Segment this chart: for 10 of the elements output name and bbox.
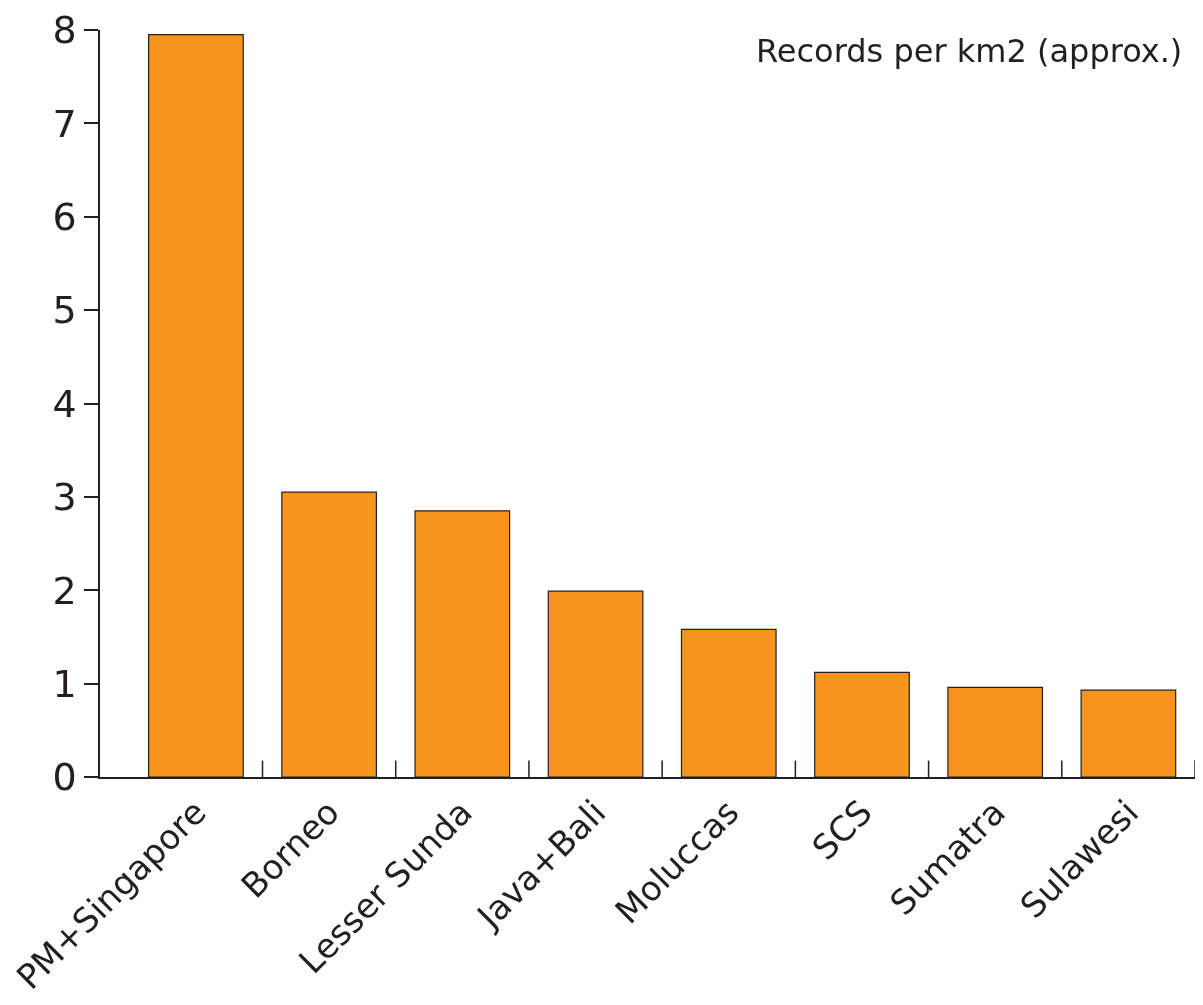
y-tick-label: 1 [52, 661, 77, 706]
y-tick-label: 5 [52, 288, 77, 333]
chart-title: Records per km2 (approx.) [756, 32, 1183, 70]
y-tick-label: 0 [52, 755, 77, 800]
y-tick-label: 6 [52, 195, 77, 240]
y-tick-label: 4 [52, 381, 77, 426]
y-tick-label: 2 [52, 568, 77, 613]
y-tick-label: 3 [52, 475, 77, 520]
y-tick-label: 7 [52, 101, 77, 146]
y-tick-label: 8 [52, 8, 77, 53]
